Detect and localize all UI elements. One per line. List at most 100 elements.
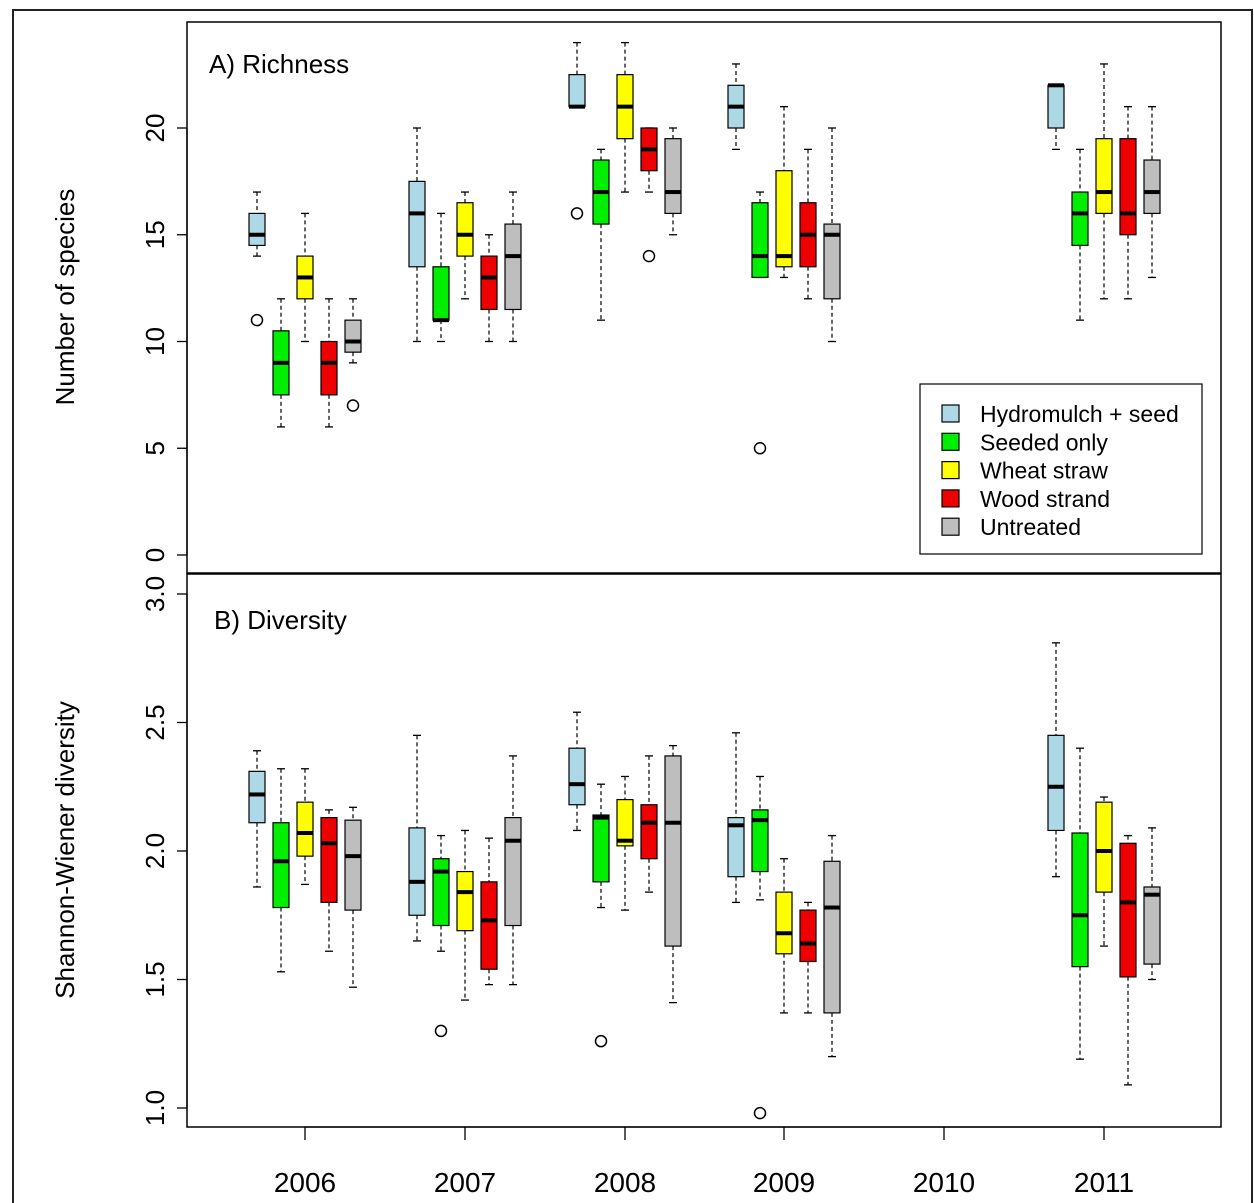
box-iqr: [568, 747, 586, 806]
diversity-box-2006-0: [248, 750, 266, 888]
box-iqr: [592, 814, 610, 883]
box-iqr: [344, 819, 362, 911]
diversity-box-2011-0: [1047, 642, 1065, 878]
richness-box-2008-0: [568, 41, 586, 220]
richness-box-2007-0: [408, 127, 426, 343]
box-iqr: [751, 202, 769, 279]
outlier-point: [346, 399, 360, 412]
box-iqr: [1143, 159, 1161, 214]
diversity-box-2007-2: [456, 829, 474, 1001]
diversity-y-axis-label: Shannon-Wiener diversity: [50, 701, 80, 999]
legend-item: Hydromulch + seed: [941, 401, 1179, 427]
box-iqr: [504, 816, 522, 927]
richness-box-2006-3: [320, 298, 338, 428]
diversity-box-2006-4: [344, 806, 362, 988]
richness-box-2007-3: [480, 234, 498, 343]
box-iqr: [751, 809, 769, 873]
figure-frame: [12, 9, 1253, 1203]
legend-item: Wheat straw: [941, 458, 1108, 484]
diversity-box-2007-1: [432, 834, 450, 1038]
box-iqr: [1071, 191, 1089, 247]
richness-box-2009-1: [751, 191, 769, 455]
outlier-point: [434, 1024, 448, 1038]
outlier-point: [753, 1106, 767, 1120]
legend-item: Seeded only: [941, 429, 1108, 455]
richness-box-2011-3: [1119, 106, 1137, 300]
legend-swatch: [941, 461, 960, 480]
diversity-box-2008-2: [616, 775, 634, 911]
richness-y-tick-label: 20: [140, 114, 170, 143]
box-iqr: [664, 138, 682, 215]
richness-y-tick-label: 15: [140, 220, 170, 249]
box-iqr: [320, 340, 338, 396]
legend-frame: [919, 383, 1203, 555]
outlier-point: [642, 249, 656, 263]
box-iqr: [1119, 842, 1137, 978]
outlier-point: [250, 313, 264, 327]
richness-boxes: [248, 41, 1161, 455]
diversity-box-2008-0: [568, 711, 586, 832]
richness-box-2011-2: [1095, 63, 1113, 300]
diversity-panel: B) Diversity Shannon-Wiener diversity 1.…: [50, 573, 1222, 1128]
diversity-box-2006-2: [296, 768, 314, 886]
x-tick-label: 2010: [913, 1167, 975, 1198]
richness-y-tick-label: 5: [140, 441, 170, 455]
legend-item: Untreated: [941, 514, 1081, 540]
diversity-box-2009-4: [823, 834, 841, 1058]
diversity-box-2011-1: [1071, 747, 1089, 1060]
legend-label: Wheat straw: [980, 458, 1108, 484]
legend-label: Untreated: [980, 514, 1081, 540]
diversity-box-2009-3: [799, 901, 817, 1014]
x-tick-label: 2006: [274, 1167, 336, 1198]
x-tick-label: 2007: [434, 1167, 496, 1198]
box-iqr: [1071, 832, 1089, 968]
legend-swatch: [941, 489, 960, 508]
richness-box-2006-4: [344, 298, 362, 412]
box-iqr: [1095, 138, 1113, 215]
box-iqr: [248, 770, 266, 824]
richness-y-axis-label: Number of species: [50, 189, 80, 406]
diversity-box-2011-3: [1119, 834, 1137, 1086]
box-iqr: [432, 858, 450, 927]
box-iqr: [456, 202, 474, 257]
diversity-y-tick-label: 2.0: [140, 833, 170, 869]
box-iqr: [408, 180, 426, 268]
richness-box-2008-3: [640, 127, 658, 263]
richness-box-2007-4: [504, 191, 522, 343]
diversity-boxes: [248, 642, 1161, 1120]
box-iqr: [775, 891, 793, 955]
diversity-y-tick-label: 1.5: [140, 961, 170, 997]
box-iqr: [616, 798, 634, 847]
richness-box-2009-4: [823, 127, 841, 343]
diversity-y-tick-label: 1.0: [140, 1090, 170, 1126]
richness-box-2008-2: [616, 41, 634, 193]
richness-box-2006-0: [248, 191, 266, 327]
legend-swatch: [941, 404, 960, 423]
diversity-box-2008-3: [640, 755, 658, 893]
box-iqr: [727, 816, 745, 878]
richness-box-2008-1: [592, 148, 610, 321]
diversity-box-2009-0: [727, 732, 745, 904]
richness-box-2009-0: [727, 63, 745, 151]
diversity-box-2007-0: [408, 734, 426, 942]
diversity-y-tick-label: 2.5: [140, 704, 170, 740]
box-iqr: [480, 255, 498, 311]
diversity-box-2006-3: [320, 809, 338, 952]
box-iqr: [1143, 886, 1161, 965]
box-iqr: [640, 804, 658, 860]
box-iqr: [480, 881, 498, 970]
diversity-box-2006-1: [272, 768, 290, 973]
box-iqr: [248, 212, 266, 247]
diversity-box-2008-4: [664, 744, 682, 1004]
box-iqr: [823, 860, 841, 1014]
year-x-axis: 2006 2007 2008 2009 2010 2011: [274, 1126, 1134, 1198]
box-iqr: [799, 909, 817, 963]
outlier-point: [753, 442, 767, 455]
outlier-point: [594, 1034, 608, 1048]
richness-box-2011-0: [1047, 83, 1065, 151]
diversity-title: B) Diversity: [214, 605, 347, 635]
box-iqr: [775, 170, 793, 268]
diversity-box-2011-4: [1143, 827, 1161, 981]
